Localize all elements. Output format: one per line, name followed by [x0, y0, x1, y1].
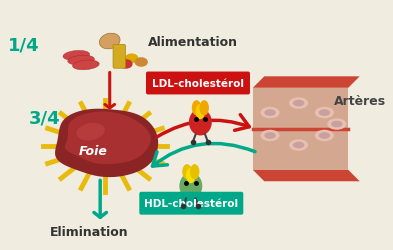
- Ellipse shape: [134, 58, 148, 68]
- Ellipse shape: [293, 142, 304, 149]
- Text: LDL-cholestérol: LDL-cholestérol: [152, 79, 244, 89]
- Ellipse shape: [319, 110, 330, 116]
- Text: HDL-cholestérol: HDL-cholestérol: [144, 198, 239, 208]
- Ellipse shape: [196, 104, 205, 120]
- Ellipse shape: [261, 130, 279, 142]
- Text: 1/4: 1/4: [7, 37, 39, 54]
- Polygon shape: [253, 77, 360, 88]
- Text: Alimentation: Alimentation: [148, 35, 238, 48]
- Ellipse shape: [331, 121, 343, 128]
- Ellipse shape: [186, 168, 196, 184]
- FancyArrowPatch shape: [152, 144, 255, 167]
- Ellipse shape: [289, 98, 308, 109]
- Ellipse shape: [264, 110, 276, 116]
- Text: Foie: Foie: [79, 145, 108, 158]
- Polygon shape: [253, 170, 360, 181]
- Ellipse shape: [315, 130, 334, 142]
- FancyArrowPatch shape: [157, 115, 249, 137]
- Ellipse shape: [63, 51, 90, 61]
- FancyBboxPatch shape: [146, 72, 250, 95]
- Ellipse shape: [189, 109, 212, 136]
- Ellipse shape: [68, 56, 94, 66]
- FancyBboxPatch shape: [113, 45, 125, 69]
- Ellipse shape: [261, 108, 279, 119]
- Text: 3/4: 3/4: [29, 109, 60, 127]
- Ellipse shape: [99, 34, 120, 50]
- Ellipse shape: [125, 54, 138, 64]
- Ellipse shape: [77, 123, 105, 141]
- Ellipse shape: [192, 101, 201, 116]
- Ellipse shape: [182, 164, 192, 180]
- Text: Artères: Artères: [334, 94, 386, 107]
- Ellipse shape: [289, 140, 308, 151]
- Ellipse shape: [179, 173, 202, 200]
- Ellipse shape: [73, 61, 99, 70]
- Polygon shape: [55, 109, 158, 178]
- Ellipse shape: [190, 164, 199, 180]
- Ellipse shape: [264, 132, 276, 139]
- Ellipse shape: [293, 100, 304, 107]
- Ellipse shape: [199, 101, 209, 116]
- Polygon shape: [253, 88, 348, 170]
- Ellipse shape: [119, 60, 132, 70]
- Polygon shape: [65, 112, 151, 164]
- Text: Elimination: Elimination: [50, 226, 128, 238]
- Ellipse shape: [315, 108, 334, 119]
- FancyBboxPatch shape: [139, 192, 243, 215]
- Ellipse shape: [319, 132, 330, 139]
- Ellipse shape: [327, 119, 346, 130]
